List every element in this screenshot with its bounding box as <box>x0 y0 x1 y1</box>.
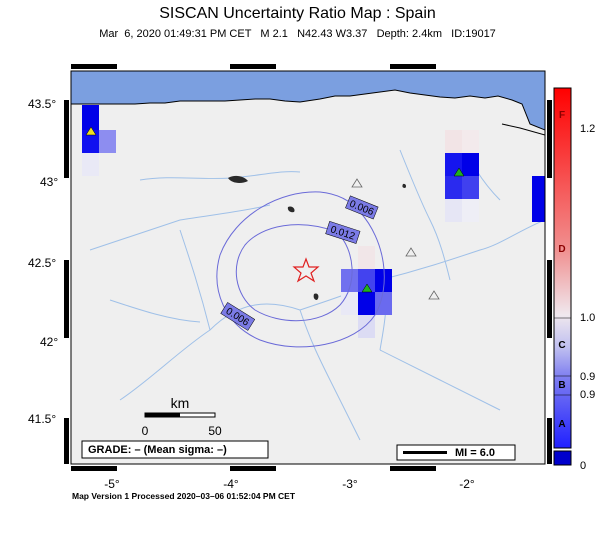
latitude-axis: 43.5° 43° 42.5° 42° 41.5° <box>28 97 58 426</box>
svg-text:-2°: -2° <box>459 477 475 491</box>
station-icon <box>351 178 363 188</box>
svg-text:A: A <box>558 419 565 430</box>
svg-text:0.9: 0.9 <box>580 389 595 401</box>
svg-text:0.9: 0.9 <box>580 371 595 383</box>
sea-area <box>71 71 545 131</box>
grade-box: GRADE: – (Mean sigma: –) <box>81 440 269 459</box>
epicenter-star-icon <box>292 257 320 283</box>
colorbar: F D C B A 1.2 1.0 0.9 0.9 0 <box>553 87 595 472</box>
svg-text:B: B <box>558 380 565 391</box>
svg-text:-5°: -5° <box>104 477 120 491</box>
uncertainty-cells <box>82 105 545 338</box>
station-icon <box>428 290 440 300</box>
svg-text:F: F <box>559 110 565 121</box>
station-icon <box>405 247 417 257</box>
svg-text:42.5°: 42.5° <box>28 256 56 270</box>
svg-text:50: 50 <box>208 424 222 438</box>
svg-text:0: 0 <box>142 424 149 438</box>
event-info: Mar 6, 2020 01:49:31 PM CET M 2.1 N42.43… <box>99 28 496 40</box>
station-icon <box>85 126 97 136</box>
mi-legend: MI = 6.0 <box>396 444 516 461</box>
svg-text:42°: 42° <box>40 335 58 349</box>
reservoirs <box>228 175 407 300</box>
svg-text:1.2: 1.2 <box>580 123 595 135</box>
svg-text:-4°: -4° <box>223 477 239 491</box>
map-area: 0.006 0.012 0.006 <box>71 71 545 464</box>
svg-text:D: D <box>558 244 565 255</box>
svg-text:0: 0 <box>580 460 586 472</box>
map-title: SISCAN Uncertainty Ratio Map : Spain <box>159 5 436 22</box>
station-icon <box>453 167 465 177</box>
svg-text:C: C <box>558 340 565 351</box>
svg-text:MI = 6.0: MI = 6.0 <box>455 447 495 459</box>
svg-text:GRADE: – (Mean sigma: –): GRADE: – (Mean sigma: –) <box>88 444 227 456</box>
scale-bar: km 0 50 <box>142 395 222 438</box>
svg-text:43.5°: 43.5° <box>28 97 56 111</box>
svg-text:1.0: 1.0 <box>580 312 595 324</box>
footer-text: Map Version 1 Processed 2020–03–06 01:52… <box>72 491 296 501</box>
station-icon <box>361 283 373 293</box>
station-markers <box>85 126 465 300</box>
svg-text:43°: 43° <box>40 175 58 189</box>
svg-text:-3°: -3° <box>342 477 358 491</box>
svg-text:41.5°: 41.5° <box>28 412 56 426</box>
land-area <box>71 71 545 464</box>
longitude-axis: -5° -4° -3° -2° <box>104 477 475 491</box>
svg-text:km: km <box>171 395 190 411</box>
frame-ticks <box>64 64 552 471</box>
